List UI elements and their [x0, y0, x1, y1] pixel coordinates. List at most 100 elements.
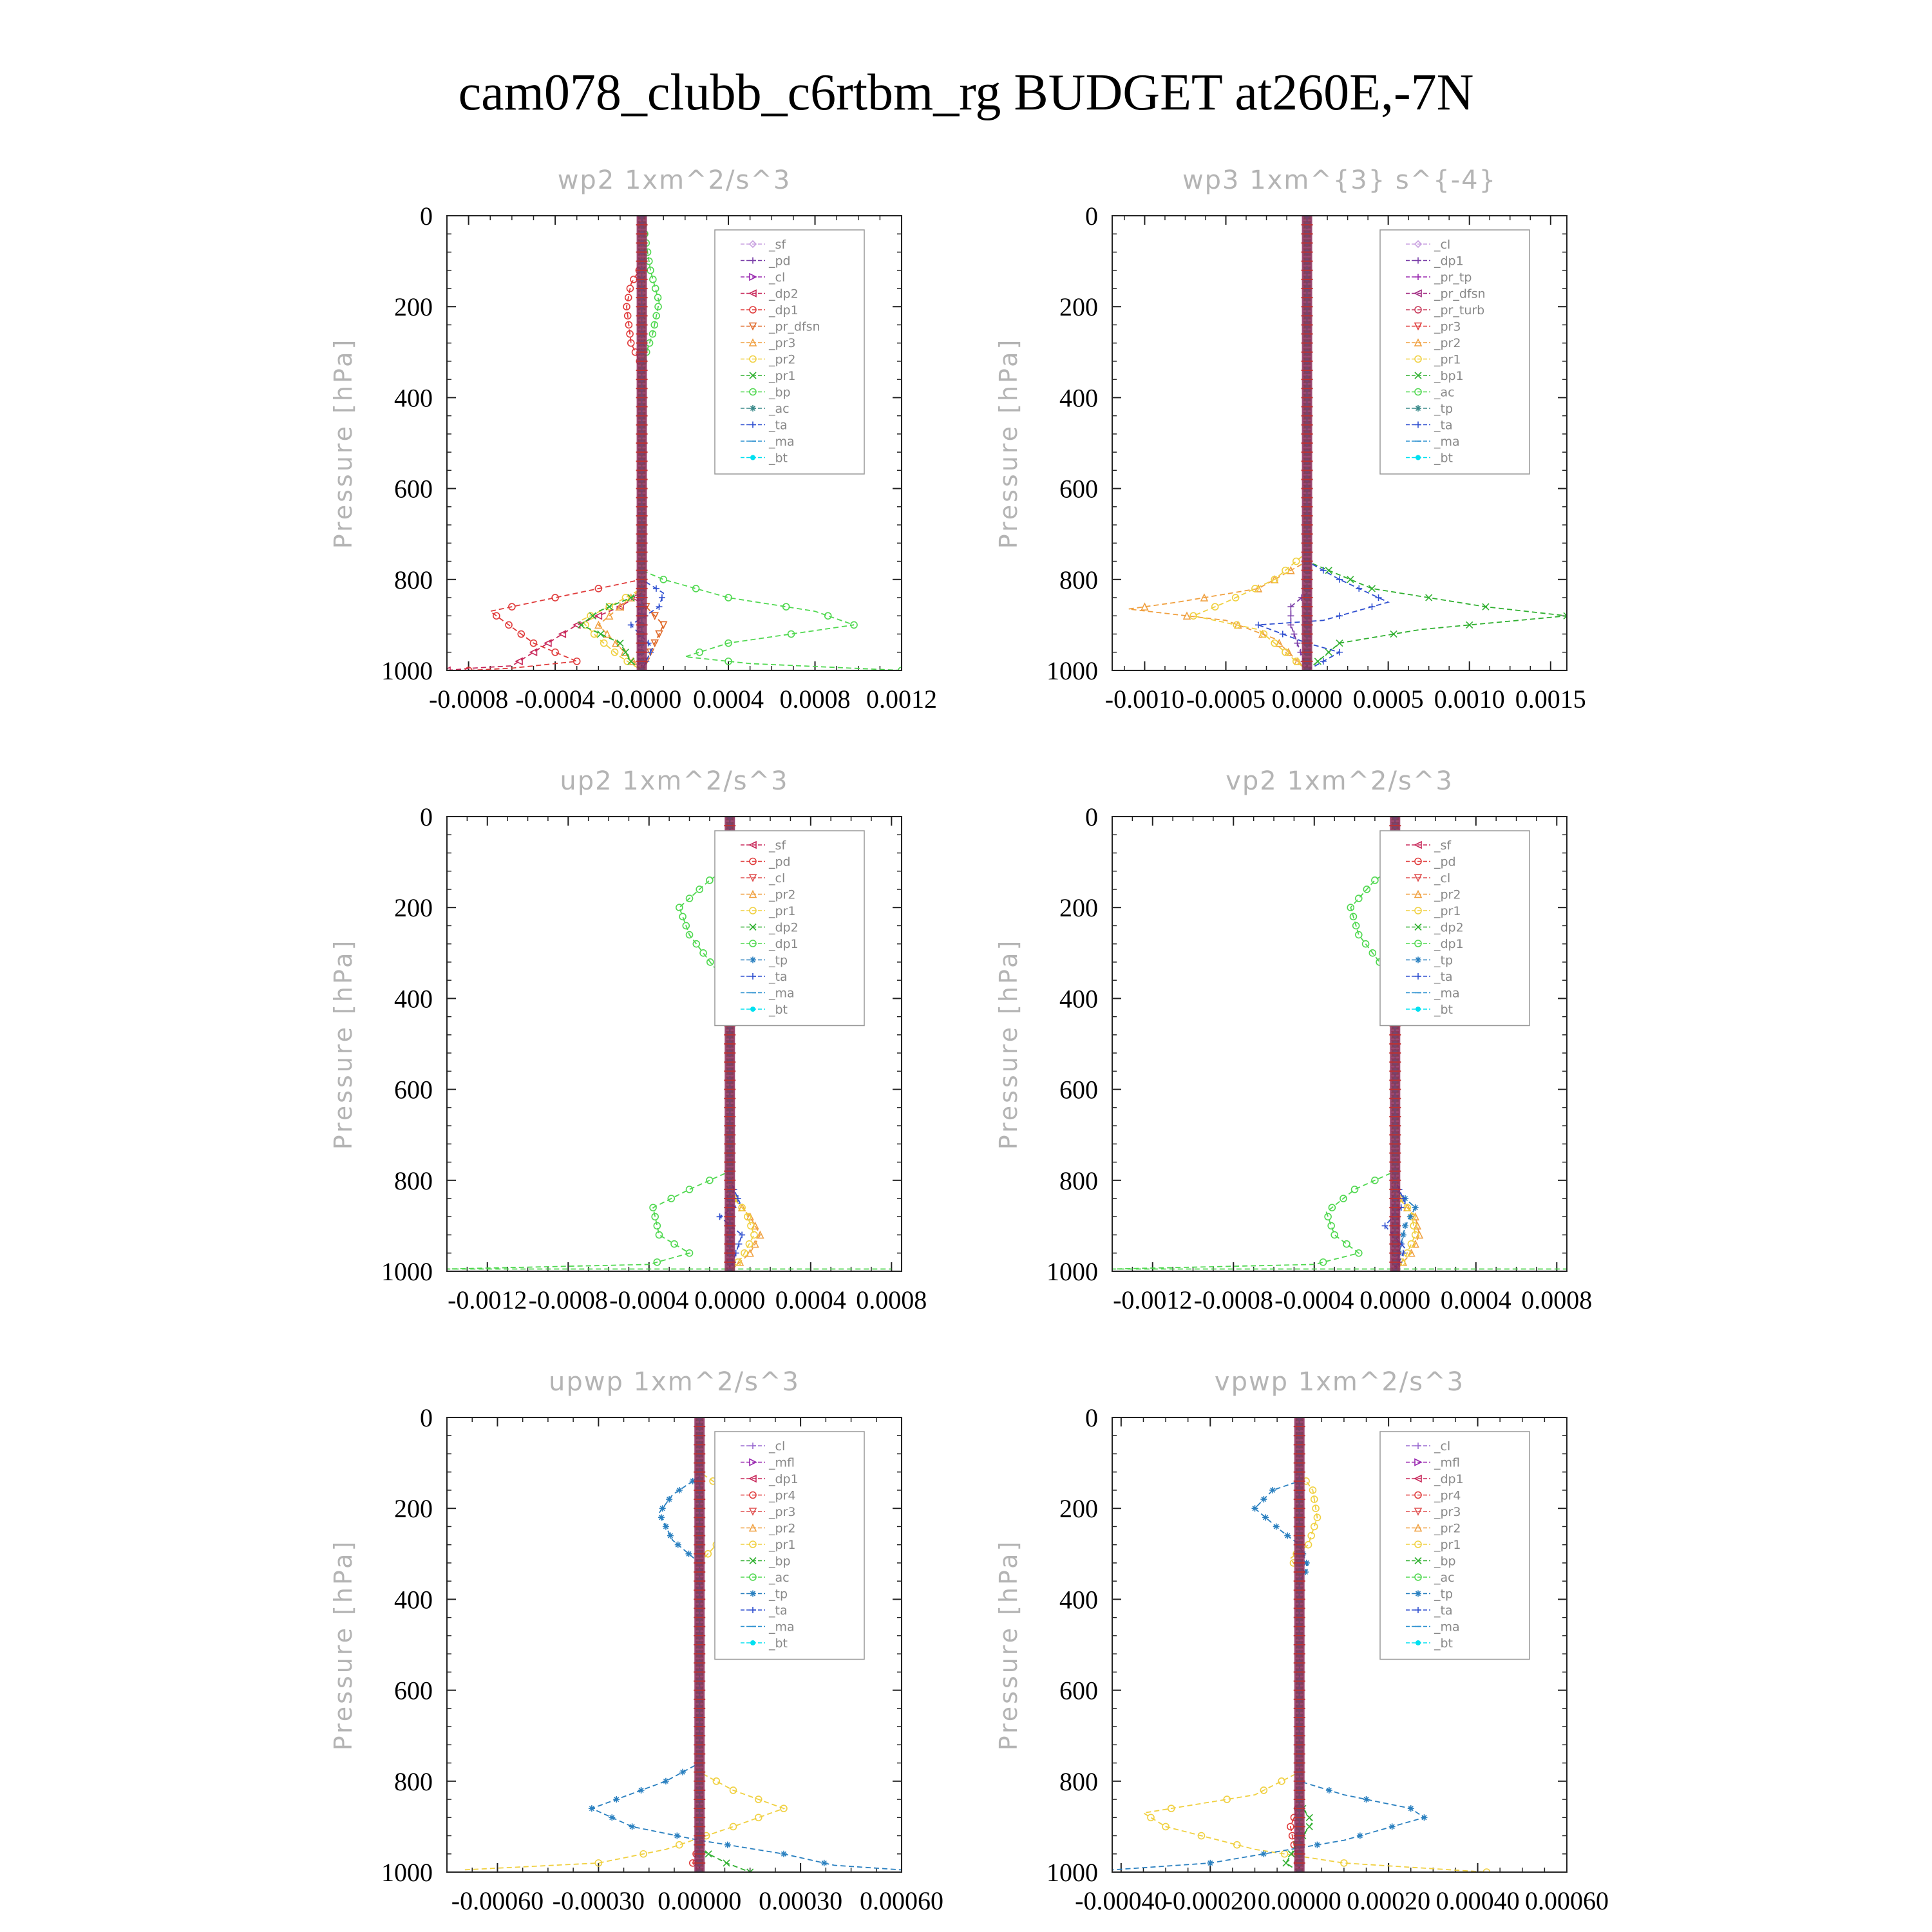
legend-marker	[1414, 289, 1422, 298]
data-point	[696, 886, 704, 893]
figure-title: cam078_clubb_c6rtbm_rg BUDGET at260E,-7N	[459, 64, 1474, 121]
data-point	[787, 630, 795, 638]
data-point	[1340, 1859, 1348, 1867]
data-point	[676, 1841, 683, 1849]
data-point	[724, 658, 732, 665]
legend-marker	[749, 1540, 757, 1548]
legend-marker	[750, 1443, 756, 1449]
legend-marker	[1415, 257, 1421, 264]
legend-label: _tp	[1434, 954, 1453, 968]
data-point	[751, 1239, 759, 1248]
data-point	[650, 612, 659, 621]
legend-marker	[749, 1458, 757, 1466]
legend-label: _ma	[768, 435, 795, 449]
data-point	[1251, 1505, 1258, 1512]
data-point	[623, 312, 632, 320]
data-point	[1411, 1231, 1419, 1239]
data-point	[1287, 612, 1294, 620]
data-point	[464, 667, 473, 670]
series-line	[1306, 216, 1567, 670]
data-point	[508, 603, 516, 611]
data-point	[662, 1523, 669, 1530]
data-point	[647, 649, 654, 656]
data-point	[1388, 1823, 1396, 1830]
data-point	[627, 593, 636, 601]
data-point	[594, 1859, 603, 1867]
x-tick-label: 0.0010	[1434, 685, 1505, 714]
data-point	[662, 1777, 669, 1785]
legend-marker	[1414, 874, 1423, 882]
data-point	[1282, 648, 1289, 656]
series-line	[1128, 216, 1308, 670]
data-point	[658, 594, 665, 601]
y-axis-label: Pressure [hPa]	[329, 938, 357, 1150]
legend-marker	[748, 1474, 757, 1483]
data-point	[723, 1859, 730, 1867]
data-point	[650, 639, 659, 648]
legend-label: _bp	[768, 386, 791, 400]
legend-marker	[750, 1640, 755, 1645]
x-tick-label: 0.0000	[694, 1285, 765, 1314]
data-point	[1412, 1204, 1419, 1211]
panel-title: upwp 1xm^2/s^3	[549, 1367, 800, 1397]
legend-label: _pr1	[1434, 904, 1461, 918]
y-tick-label: 400	[1059, 1585, 1098, 1614]
data-point	[1294, 639, 1301, 647]
x-tick-label: 0.00000	[1258, 1886, 1341, 1915]
data-point	[685, 1186, 694, 1193]
legend-marker	[1414, 355, 1422, 363]
x-tick-label: 0.00060	[860, 1886, 943, 1915]
y-tick-label: 1000	[381, 1858, 433, 1887]
series-line	[699, 1417, 751, 1872]
data-point	[626, 285, 634, 292]
legend-marker	[1416, 1007, 1421, 1012]
legend-label: _dp2	[768, 287, 799, 301]
data-point	[649, 330, 657, 338]
data-point	[515, 657, 523, 666]
data-point	[626, 330, 634, 338]
legend-label: _cl	[768, 270, 785, 285]
series-group	[1112, 1417, 1491, 1872]
data-point	[1278, 1777, 1285, 1785]
data-point	[1355, 1249, 1363, 1257]
x-tick-label: -0.00040	[1075, 1886, 1167, 1915]
data-point	[744, 1213, 752, 1221]
x-tick-label: -0.00020	[1164, 1886, 1256, 1915]
y-tick-label: 600	[394, 1676, 433, 1705]
plot-frame	[446, 816, 902, 1272]
data-point	[1282, 1859, 1290, 1867]
legend-label: _pr2	[1434, 888, 1461, 902]
data-point	[572, 621, 581, 629]
data-point	[1390, 630, 1397, 638]
series-line	[597, 216, 643, 670]
chart-panels: wp2 1xm^2/s^3 Pressure [hPa] 0 200 400 600 800…	[329, 166, 1609, 1915]
legend-label: _sf	[1434, 838, 1452, 853]
data-point	[1304, 1540, 1312, 1549]
data-point	[734, 1195, 741, 1202]
legend-label: _pr1	[768, 369, 795, 383]
legend-label: _dp1	[768, 937, 799, 951]
data-point	[649, 1204, 657, 1211]
legend-marker	[749, 272, 757, 281]
data-point	[692, 585, 700, 592]
data-point	[1262, 1514, 1269, 1521]
x-tick-label: -0.0012	[1113, 1285, 1192, 1314]
data-point	[1361, 940, 1370, 948]
legend-marker	[748, 874, 757, 882]
legend-label: _ta	[1434, 419, 1453, 433]
legend-marker	[1414, 306, 1422, 314]
y-tick-label: 400	[394, 383, 433, 412]
legend-marker	[748, 889, 757, 898]
data-point	[1231, 594, 1240, 601]
legend-label: _pr2	[1434, 336, 1461, 350]
y-tick-label: 200	[394, 292, 433, 321]
data-point	[1407, 1805, 1414, 1812]
data-point	[1336, 576, 1343, 583]
y-tick-label: 0	[420, 1403, 433, 1432]
data-point	[1255, 621, 1262, 629]
data-point	[1410, 1222, 1417, 1230]
series-line	[580, 216, 643, 670]
series-line	[580, 216, 643, 670]
data-point	[1284, 1532, 1291, 1539]
plot-frame	[446, 215, 902, 671]
